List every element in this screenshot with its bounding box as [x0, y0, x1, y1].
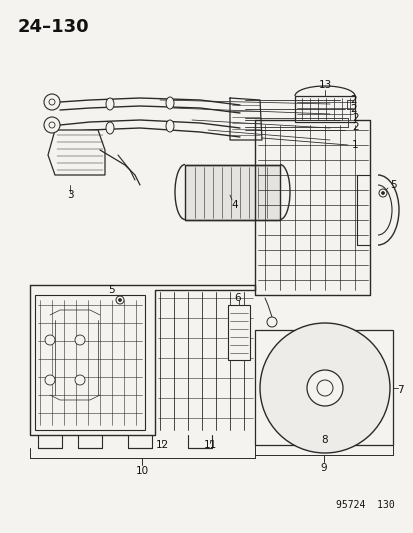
Text: 1: 1	[351, 140, 358, 150]
Text: 8: 8	[321, 435, 328, 445]
Circle shape	[49, 122, 55, 128]
Bar	[228, 305, 249, 360]
Text: 5: 5	[109, 285, 115, 295]
Text: 2: 2	[351, 122, 358, 132]
Circle shape	[49, 99, 55, 105]
Ellipse shape	[106, 122, 114, 134]
Text: 9: 9	[320, 463, 327, 473]
Text: 10: 10	[135, 466, 148, 476]
Circle shape	[45, 375, 55, 385]
Polygon shape	[185, 165, 279, 220]
Text: 3: 3	[66, 190, 73, 200]
Circle shape	[75, 375, 85, 385]
Ellipse shape	[166, 97, 173, 109]
Bar	[254, 330, 392, 445]
Circle shape	[380, 191, 384, 195]
Text: 7: 7	[396, 385, 403, 395]
Text: 2: 2	[349, 104, 356, 114]
Text: 5: 5	[389, 180, 396, 190]
Circle shape	[316, 380, 332, 396]
Text: 2: 2	[349, 95, 356, 105]
Text: 4: 4	[231, 200, 238, 210]
Ellipse shape	[106, 98, 114, 110]
Text: 12: 12	[155, 440, 168, 450]
Bar	[35, 295, 145, 430]
Text: 6: 6	[234, 293, 241, 303]
Text: 2: 2	[351, 113, 358, 123]
Circle shape	[75, 335, 85, 345]
Text: 13: 13	[318, 80, 331, 90]
Text: 24–130: 24–130	[18, 18, 89, 36]
Polygon shape	[294, 96, 354, 122]
Ellipse shape	[166, 120, 173, 132]
Circle shape	[306, 370, 342, 406]
Circle shape	[44, 94, 60, 110]
Circle shape	[378, 189, 386, 197]
Circle shape	[266, 317, 276, 327]
Text: 11: 11	[203, 440, 216, 450]
Circle shape	[116, 296, 124, 304]
Polygon shape	[48, 130, 105, 175]
Text: 95724  130: 95724 130	[335, 500, 394, 510]
Circle shape	[118, 298, 121, 302]
Circle shape	[44, 117, 60, 133]
Circle shape	[259, 323, 389, 453]
Circle shape	[45, 335, 55, 345]
